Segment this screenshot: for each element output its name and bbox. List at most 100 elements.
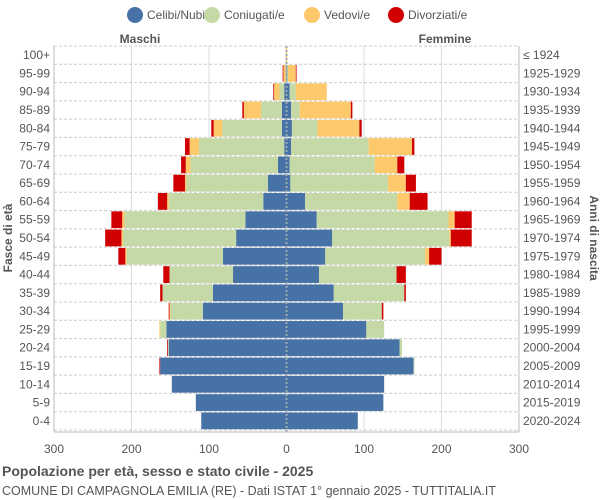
bar-male-divorziatie — [242, 101, 244, 119]
age-group-label: 85-89 — [19, 103, 50, 117]
chart-title: Popolazione per età, sesso e stato civil… — [2, 463, 314, 479]
bar-female-coniugatie — [289, 156, 375, 174]
birth-year-label: 1985-1989 — [523, 286, 581, 300]
bar-male-celibinubili — [201, 412, 287, 430]
birth-year-label: 1990-1994 — [523, 304, 581, 318]
bar-male-celibinubili — [263, 193, 287, 210]
age-group-label: 95-99 — [19, 66, 50, 80]
age-group-label: 80-84 — [19, 121, 50, 135]
bar-female-coniugatie — [316, 211, 449, 229]
bar-male-coniugatie — [260, 101, 282, 119]
bar-male-celibinubili — [222, 247, 287, 265]
bar-female-divorziatie — [381, 302, 384, 320]
birth-year-label: 1975-1979 — [523, 249, 581, 263]
bar-male-divorziatie — [273, 83, 275, 101]
x-tick-label: 200 — [431, 442, 451, 456]
bar-female-vedovie — [374, 156, 398, 174]
legend-marker-celibinubili — [127, 7, 143, 23]
bar-female-celibinubili — [286, 211, 317, 229]
bar-female-coniugatie — [291, 119, 318, 137]
bar-female-celibinubili — [286, 375, 385, 393]
bar-male-coniugatie — [198, 138, 285, 155]
age-group-label: 75-79 — [19, 140, 50, 154]
bar-male-celibinubili — [245, 211, 287, 229]
birth-year-label: 2005-2009 — [523, 359, 581, 373]
birth-year-label: 2010-2014 — [523, 377, 581, 391]
bar-female-vedovie — [388, 174, 406, 192]
birth-year-label: 1965-1969 — [523, 213, 581, 227]
bar-male-divorziatie — [105, 229, 122, 247]
bar-male-coniugatie — [285, 65, 287, 82]
bar-female-celibinubili — [286, 83, 290, 101]
bar-male-coniugatie — [190, 156, 278, 174]
x-tick-label: 100 — [354, 442, 374, 456]
bar-female-coniugatie — [325, 247, 426, 265]
legend-label: Coniugati/e — [224, 8, 285, 22]
bar-female-celibinubili — [286, 229, 333, 247]
bar-female-celibinubili — [286, 302, 344, 320]
age-group-label: 0-4 — [33, 414, 51, 428]
females-label: Femmine — [419, 32, 472, 46]
bar-female-divorziatie — [405, 174, 416, 192]
bar-male-divorziatie — [211, 119, 214, 137]
bar-male-celibinubili — [233, 266, 287, 283]
x-tick-label: 300 — [509, 442, 529, 456]
bar-male-divorziatie — [282, 65, 284, 82]
legend-marker-vedovie — [304, 7, 320, 23]
bar-female-celibinubili — [286, 412, 358, 430]
bar-female-celibinubili — [286, 394, 384, 411]
age-group-label: 15-19 — [19, 359, 50, 373]
bar-female-celibinubili — [286, 193, 306, 210]
age-group-label: 20-24 — [19, 341, 50, 355]
bar-female-coniugatie — [289, 83, 296, 101]
bar-female-divorziatie — [295, 65, 297, 82]
bar-male-divorziatie — [167, 339, 168, 357]
bar-male-vedovie — [169, 302, 171, 320]
bar-female-divorziatie — [429, 247, 442, 265]
bar-male-celibinubili — [284, 83, 287, 101]
age-group-label: 45-49 — [19, 249, 50, 263]
legend-label: Celibi/Nubili — [147, 8, 210, 22]
bar-female-vedovie — [317, 119, 360, 137]
bar-female-vedovie — [295, 83, 327, 101]
bar-male-divorziatie — [173, 174, 185, 192]
birth-year-label: 1940-1944 — [523, 121, 581, 135]
x-tick-label: 0 — [283, 442, 290, 456]
age-group-label: 70-74 — [19, 158, 50, 172]
bar-female-vedovie — [397, 193, 410, 210]
bar-female-coniugatie — [399, 339, 402, 357]
age-group-label: 30-34 — [19, 304, 50, 318]
birth-year-label: 1980-1984 — [523, 268, 581, 282]
bar-female-celibinubili — [286, 101, 292, 119]
age-group-label: 50-54 — [19, 231, 50, 245]
birth-year-label: 1930-1934 — [523, 85, 581, 99]
bar-male-vedovie — [243, 101, 261, 119]
bar-female-coniugatie — [287, 65, 289, 82]
bar-female-coniugatie — [290, 174, 389, 192]
bar-female-coniugatie — [291, 101, 300, 119]
x-tick-label: 300 — [44, 442, 64, 456]
bar-male-vedovie — [122, 211, 125, 229]
bar-male-celibinubili — [166, 321, 287, 338]
birth-year-label: 2015-2019 — [523, 396, 581, 410]
bar-male-divorziatie — [159, 357, 161, 375]
bar-male-celibinubili — [168, 339, 287, 357]
birth-year-label: 1935-1939 — [523, 103, 581, 117]
bar-male-vedovie — [125, 247, 127, 265]
birth-year-label: 2020-2024 — [523, 414, 581, 428]
bar-male-vedovie — [185, 156, 191, 174]
legend-marker-divorziatie — [388, 7, 404, 23]
bar-male-celibinubili — [277, 156, 287, 174]
bar-female-divorziatie — [409, 193, 428, 210]
bar-female-divorziatie — [404, 284, 406, 302]
bar-female-celibinubili — [286, 156, 290, 174]
bar-male-coniugatie — [170, 302, 203, 320]
bar-female-divorziatie — [412, 138, 415, 155]
bar-female-coniugatie — [343, 302, 382, 320]
bar-male-coniugatie — [279, 83, 285, 101]
bar-female-celibinubili — [286, 119, 292, 137]
legend-label: Vedovi/e — [324, 8, 370, 22]
bar-female-celibinubili — [286, 138, 292, 155]
bar-male-divorziatie — [111, 211, 123, 229]
age-group-label: 25-29 — [19, 322, 50, 336]
